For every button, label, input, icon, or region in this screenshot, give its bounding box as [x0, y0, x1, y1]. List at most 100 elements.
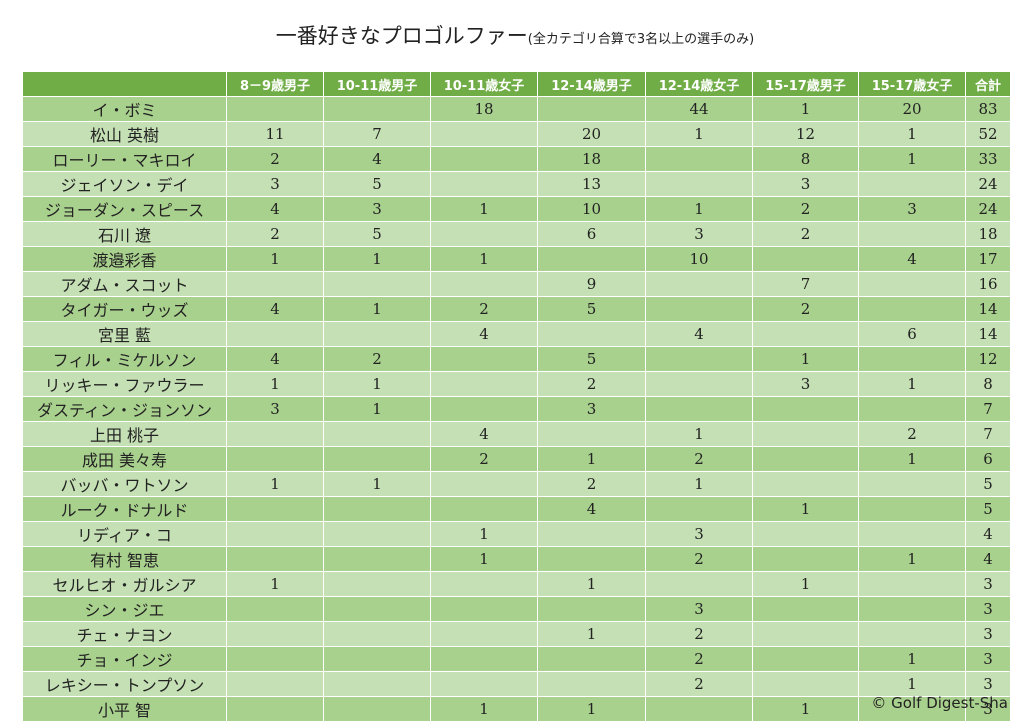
empty-cell: [323, 621, 431, 647]
empty-cell: [323, 96, 431, 122]
count-cell: 3: [965, 671, 1011, 697]
count-cell: 3: [537, 396, 646, 422]
empty-cell: [226, 421, 324, 447]
title-block: 一番好きなプロゴルファー(全カテゴリ合算で3名以上の選手のみ): [0, 20, 1030, 50]
empty-cell: [430, 271, 538, 297]
empty-cell: [430, 596, 538, 622]
player-name: 小平 智: [22, 696, 227, 722]
count-cell: 4: [323, 146, 431, 172]
table-row: 有村 智恵 1 2 1 4: [22, 546, 1011, 572]
player-name: 渡邉彩香: [22, 246, 227, 272]
empty-cell: [537, 596, 646, 622]
count-cell: 2: [752, 296, 859, 322]
empty-cell: [645, 171, 753, 197]
count-cell: 2: [430, 296, 538, 322]
table-row: レキシー・トンプソン 2 1 3: [22, 671, 1011, 697]
count-cell: 5: [965, 471, 1011, 497]
corner-cell: [22, 71, 227, 97]
count-cell: 20: [858, 96, 966, 122]
table-row: フィル・ミケルソン 4 2 5 1 12: [22, 346, 1011, 372]
empty-cell: [226, 596, 324, 622]
table-body: イ・ボミ 18 44 1 20 83 松山 英樹 11 7 20 1 12 1 52 ローリー・マキロイ 2 4…: [22, 96, 1011, 722]
empty-cell: [226, 321, 324, 347]
column-header: 15-17歳男子: [752, 71, 859, 97]
count-cell: 4: [226, 196, 324, 222]
empty-cell: [858, 596, 966, 622]
table-row: タイガー・ウッズ 4 1 2 5 2 14: [22, 296, 1011, 322]
count-cell: 1: [645, 471, 753, 497]
empty-cell: [323, 571, 431, 597]
empty-cell: [430, 571, 538, 597]
table-row: ローリー・マキロイ 2 4 18 8 1 33: [22, 146, 1011, 172]
empty-cell: [226, 496, 324, 522]
empty-cell: [323, 671, 431, 697]
empty-cell: [858, 271, 966, 297]
count-cell: 2: [537, 371, 646, 397]
count-cell: 5: [323, 221, 431, 247]
count-cell: 1: [226, 371, 324, 397]
table-row: ルーク・ドナルド 4 1 5: [22, 496, 1011, 522]
column-header: 合計: [965, 71, 1011, 97]
table-row: 松山 英樹 11 7 20 1 12 1 52: [22, 121, 1011, 147]
table-row: 石川 遼 2 5 6 3 2 18: [22, 221, 1011, 247]
count-cell: 2: [430, 446, 538, 472]
empty-cell: [430, 496, 538, 522]
player-name: チョ・インジ: [22, 646, 227, 672]
count-cell: 18: [537, 146, 646, 172]
column-header: 12-14歳男子: [537, 71, 646, 97]
empty-cell: [226, 671, 324, 697]
empty-cell: [752, 596, 859, 622]
player-name: 上田 桃子: [22, 421, 227, 447]
count-cell: 14: [965, 321, 1011, 347]
empty-cell: [858, 171, 966, 197]
count-cell: 7: [965, 421, 1011, 447]
count-cell: 1: [858, 671, 966, 697]
count-cell: 6: [858, 321, 966, 347]
count-cell: 4: [965, 521, 1011, 547]
table-row: チョ・インジ 2 1 3: [22, 646, 1011, 672]
count-cell: 2: [645, 671, 753, 697]
player-name: 有村 智恵: [22, 546, 227, 572]
empty-cell: [430, 371, 538, 397]
empty-cell: [323, 596, 431, 622]
player-name: 石川 遼: [22, 221, 227, 247]
count-cell: 1: [752, 96, 859, 122]
count-cell: 1: [537, 446, 646, 472]
empty-cell: [323, 421, 431, 447]
count-cell: 1: [537, 621, 646, 647]
table-row: ダスティン・ジョンソン 3 1 3 7: [22, 396, 1011, 422]
count-cell: 9: [537, 271, 646, 297]
count-cell: 6: [537, 221, 646, 247]
empty-cell: [645, 346, 753, 372]
empty-cell: [752, 321, 859, 347]
count-cell: 1: [430, 196, 538, 222]
empty-cell: [645, 371, 753, 397]
table-row: ジェイソン・デイ 3 5 13 3 24: [22, 171, 1011, 197]
empty-cell: [858, 696, 966, 722]
count-cell: 24: [965, 171, 1011, 197]
count-cell: 3: [323, 196, 431, 222]
count-cell: 2: [323, 346, 431, 372]
count-cell: 2: [645, 446, 753, 472]
empty-cell: [430, 471, 538, 497]
player-name: リッキー・ファウラー: [22, 371, 227, 397]
empty-cell: [323, 521, 431, 547]
empty-cell: [752, 421, 859, 447]
empty-cell: [323, 446, 431, 472]
player-name: ジョーダン・スピース: [22, 196, 227, 222]
empty-cell: [430, 671, 538, 697]
count-cell: 4: [226, 346, 324, 372]
table-row: セルヒオ・ガルシア 1 1 1 3: [22, 571, 1011, 597]
empty-cell: [645, 496, 753, 522]
count-cell: 1: [323, 396, 431, 422]
player-name: タイガー・ウッズ: [22, 296, 227, 322]
player-name: 成田 美々寿: [22, 446, 227, 472]
title: 一番好きなプロゴルファー: [275, 24, 528, 48]
count-cell: 20: [537, 121, 646, 147]
count-cell: 7: [752, 271, 859, 297]
empty-cell: [645, 396, 753, 422]
count-cell: 18: [965, 221, 1011, 247]
player-name: レキシー・トンプソン: [22, 671, 227, 697]
count-cell: 7: [965, 396, 1011, 422]
